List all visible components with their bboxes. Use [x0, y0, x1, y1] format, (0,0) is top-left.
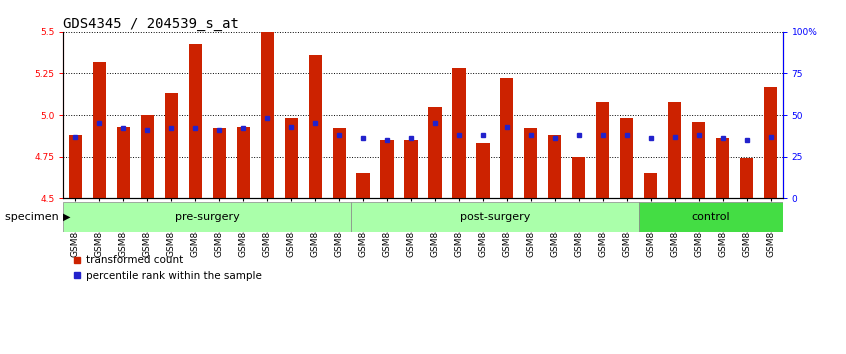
Bar	[548, 135, 562, 198]
Bar	[356, 173, 370, 198]
Legend: transformed count, percentile rank within the sample: transformed count, percentile rank withi…	[69, 251, 266, 285]
Bar	[716, 138, 729, 198]
Text: pre-surgery: pre-surgery	[175, 212, 239, 222]
Bar	[212, 129, 226, 198]
Bar	[525, 129, 537, 198]
Bar	[189, 44, 202, 198]
Text: specimen: specimen	[4, 212, 62, 222]
Bar	[69, 135, 82, 198]
Bar	[740, 158, 753, 198]
Bar	[639, 202, 783, 232]
Text: ▶: ▶	[63, 212, 70, 222]
Bar	[63, 202, 351, 232]
Bar	[309, 55, 321, 198]
Bar	[140, 115, 154, 198]
Bar	[284, 118, 298, 198]
Bar	[93, 62, 106, 198]
Bar	[261, 32, 274, 198]
Bar	[117, 127, 130, 198]
Bar	[476, 143, 490, 198]
Bar	[668, 102, 681, 198]
Bar	[596, 102, 609, 198]
Bar	[620, 118, 634, 198]
Bar	[332, 129, 346, 198]
Text: control: control	[691, 212, 730, 222]
Bar	[764, 87, 777, 198]
Bar	[572, 156, 585, 198]
Text: post-surgery: post-surgery	[459, 212, 530, 222]
Bar	[428, 107, 442, 198]
Bar	[500, 79, 514, 198]
Bar	[165, 93, 178, 198]
Bar	[453, 68, 465, 198]
Bar	[351, 202, 639, 232]
Bar	[404, 140, 418, 198]
Bar	[381, 140, 393, 198]
Bar	[692, 122, 706, 198]
Bar	[644, 173, 657, 198]
Text: GDS4345 / 204539_s_at: GDS4345 / 204539_s_at	[63, 17, 239, 31]
Bar	[237, 127, 250, 198]
